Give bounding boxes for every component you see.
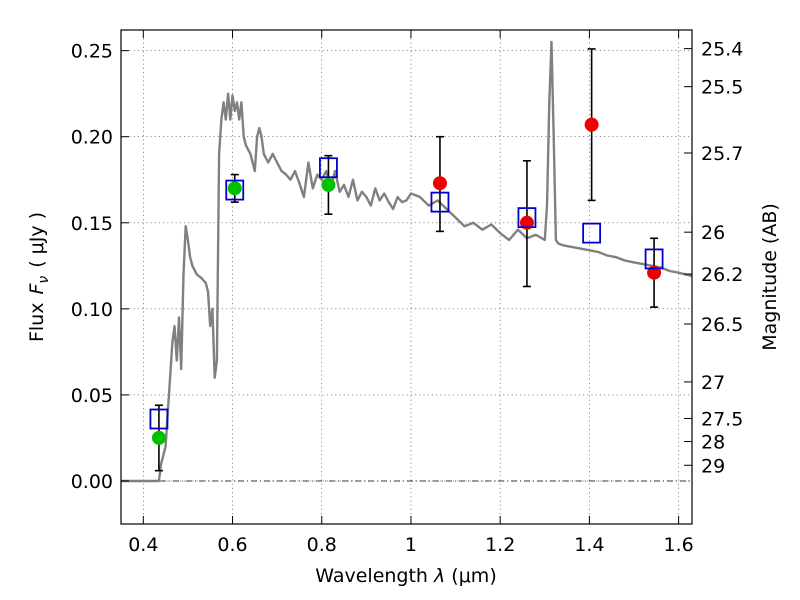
x-tick-label-0: 0.4 (128, 534, 158, 556)
x-axis-label-text: Wavelength (315, 565, 434, 587)
y-axis-label-flux: Flux (26, 303, 48, 343)
observed-point-1-0 (151, 430, 166, 445)
plot-frame (120, 29, 693, 525)
observed-point-2-2 (584, 117, 599, 132)
y-tick-label-0: 0.00 (71, 471, 113, 493)
x-axis-ticks: 0.4 0.6 0.8 1 1.2 1.4 1.6 (128, 30, 694, 556)
y-axis-ticks: 0.00 0.05 0.10 0.15 0.20 0.25 (71, 41, 129, 493)
y-axis-label: Flux Fν ( μJy ) (26, 212, 52, 342)
y-axis-label-sub: ν (36, 276, 52, 284)
y2-tick-label-7: 27.5 (701, 408, 743, 430)
model-square-6 (644, 248, 664, 270)
x-tick-label-5: 1.4 (574, 534, 604, 556)
y2-tick-label-6: 27 (701, 372, 725, 394)
y-axis-label-var: F (26, 283, 48, 295)
observed-point-1-1 (227, 181, 242, 196)
y2-tick-label-4: 26.2 (701, 264, 743, 286)
y-axis-label-unit: ( μJy ) (26, 212, 48, 268)
model-square-2 (319, 157, 338, 179)
y-tick-label-2: 0.10 (71, 299, 113, 321)
grid-lines (121, 30, 692, 524)
x-tick-label-2: 0.8 (307, 534, 337, 556)
y2-tick-label-2: 25.7 (701, 143, 743, 165)
model-square-3 (430, 191, 450, 213)
x-axis-label-var: λ (433, 565, 445, 587)
model-spectrum-line (121, 40, 692, 483)
x-tick-label-3: 1 (405, 534, 417, 556)
x-tick-label-6: 1.6 (664, 534, 694, 556)
x-axis-label-unit: (μm) (445, 565, 496, 587)
plot-border (120, 29, 693, 525)
data-series (121, 40, 692, 483)
y-tick-label-5: 0.25 (71, 41, 113, 63)
model-square-1 (225, 179, 245, 201)
y-tick-label-1: 0.05 (71, 385, 113, 407)
y2-tick-label-8: 28 (701, 432, 725, 454)
y2-tick-label-3: 26 (701, 222, 725, 244)
x-tick-label-4: 1.2 (485, 534, 515, 556)
y2-tick-label-9: 29 (701, 455, 725, 477)
y-tick-label-4: 0.20 (71, 127, 113, 149)
y2-tick-label-5: 26.5 (701, 314, 743, 336)
model-square-5 (582, 222, 602, 244)
model-square-4 (517, 207, 537, 229)
x-axis-label: Wavelength λ (μm) (315, 565, 496, 587)
observed-point-1-2 (321, 177, 336, 192)
x-tick-label-1: 0.6 (217, 534, 247, 556)
model-square-0 (149, 408, 169, 430)
y2-tick-label-0: 25.4 (701, 39, 743, 61)
y2-tick-label-1: 25.5 (701, 77, 743, 99)
y2-axis-label: Magnitude (AB) (759, 203, 781, 351)
observed-point-2-0 (432, 176, 447, 191)
y-tick-label-3: 0.15 (71, 213, 113, 235)
